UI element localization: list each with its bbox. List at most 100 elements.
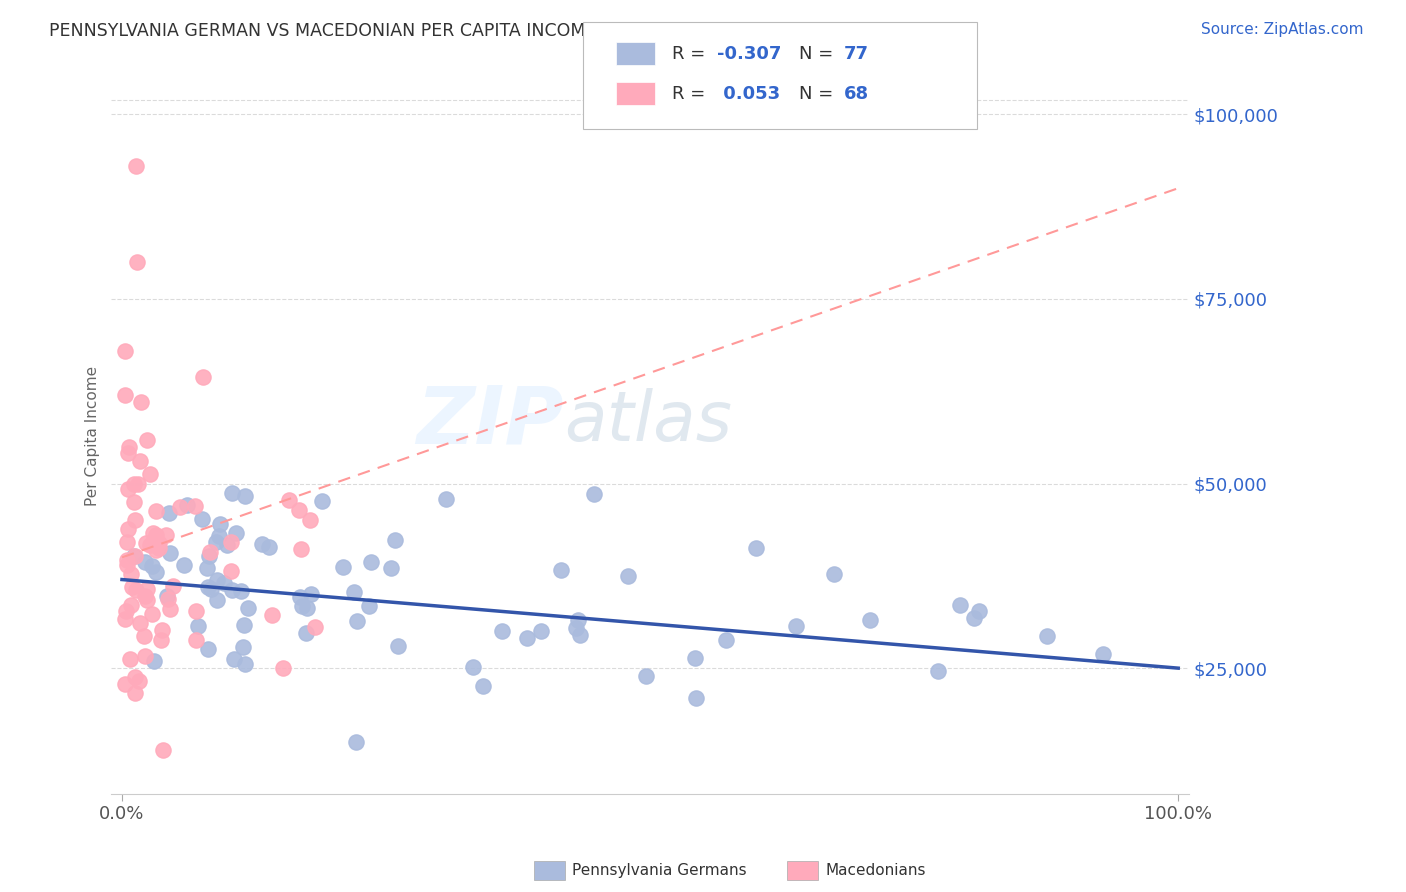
Point: [115, 604, 138, 618]
Point: [197, 580, 219, 594]
Point: [927, 664, 949, 678]
Point: [142, 526, 165, 541]
Point: [134, 648, 156, 663]
Text: PENNSYLVANIA GERMAN VS MACEDONIAN PER CAPITA INCOME CORRELATION CHART: PENNSYLVANIA GERMAN VS MACEDONIAN PER CA…: [49, 22, 790, 40]
Point: [118, 440, 141, 454]
Point: [127, 476, 149, 491]
Point: [1091, 647, 1114, 661]
Point: [145, 542, 167, 557]
Point: [125, 159, 148, 173]
Point: [215, 538, 238, 552]
Point: [135, 593, 157, 607]
Point: [359, 599, 381, 614]
Point: [311, 494, 333, 508]
Text: atlas: atlas: [564, 388, 733, 455]
Point: [205, 535, 228, 549]
Point: [134, 630, 156, 644]
Point: [127, 255, 149, 269]
Point: [191, 370, 214, 384]
Point: [225, 526, 247, 541]
Point: [122, 549, 145, 564]
Point: [463, 660, 485, 674]
Text: Pennsylvania Germans: Pennsylvania Germans: [572, 863, 747, 878]
Point: [145, 527, 167, 541]
Point: [823, 566, 845, 581]
Point: [114, 612, 136, 626]
Point: [145, 565, 167, 579]
Point: [634, 669, 657, 683]
Point: [472, 679, 495, 693]
Point: [257, 540, 280, 554]
Point: [156, 589, 179, 603]
Point: [136, 582, 159, 596]
Text: 0.053: 0.053: [717, 85, 780, 103]
Point: [232, 640, 254, 654]
Point: [208, 516, 231, 531]
Point: [288, 502, 311, 516]
Point: [173, 558, 195, 572]
Point: [122, 495, 145, 509]
Point: [150, 623, 173, 637]
Point: [124, 549, 146, 563]
Point: [195, 561, 218, 575]
Point: [117, 483, 139, 497]
Point: [1036, 629, 1059, 643]
Point: [197, 642, 219, 657]
Point: [120, 566, 142, 581]
Point: [200, 582, 222, 596]
Point: [233, 618, 256, 632]
Text: Macedonians: Macedonians: [825, 863, 925, 878]
Point: [744, 541, 766, 555]
Point: [252, 537, 274, 551]
Point: [118, 652, 141, 666]
Point: [332, 560, 354, 574]
Point: [157, 506, 180, 520]
Point: [135, 536, 157, 550]
Point: [219, 535, 242, 549]
Point: [122, 477, 145, 491]
Point: [120, 598, 142, 612]
Point: [139, 538, 162, 552]
Point: [115, 553, 138, 567]
Point: [114, 343, 136, 358]
Point: [190, 512, 212, 526]
Point: [128, 673, 150, 688]
Point: [434, 491, 457, 506]
Point: [304, 620, 326, 634]
Text: 77: 77: [844, 45, 869, 62]
Text: R =: R =: [672, 45, 711, 62]
Point: [262, 607, 284, 622]
Point: [568, 628, 591, 642]
Text: 68: 68: [844, 85, 869, 103]
Point: [387, 639, 409, 653]
Point: [967, 604, 990, 618]
Point: [114, 388, 136, 402]
Point: [229, 583, 252, 598]
Y-axis label: Per Capita Income: Per Capita Income: [86, 366, 100, 506]
Point: [299, 587, 322, 601]
Point: [583, 487, 606, 501]
Point: [290, 541, 312, 556]
Point: [148, 541, 170, 556]
Text: ZIP: ZIP: [416, 383, 564, 460]
Point: [491, 624, 513, 638]
Point: [219, 564, 242, 578]
Point: [295, 600, 318, 615]
Point: [198, 549, 221, 563]
Text: R =: R =: [672, 85, 711, 103]
Point: [129, 615, 152, 630]
Point: [294, 625, 316, 640]
Point: [277, 492, 299, 507]
Point: [184, 632, 207, 647]
Point: [384, 533, 406, 548]
Point: [136, 433, 159, 447]
Point: [714, 632, 737, 647]
Point: [117, 522, 139, 536]
Point: [117, 446, 139, 460]
Point: [343, 585, 366, 599]
Point: [124, 670, 146, 684]
Point: [150, 633, 173, 648]
Point: [159, 546, 181, 560]
Text: -0.307: -0.307: [717, 45, 782, 62]
Text: N =: N =: [799, 85, 838, 103]
